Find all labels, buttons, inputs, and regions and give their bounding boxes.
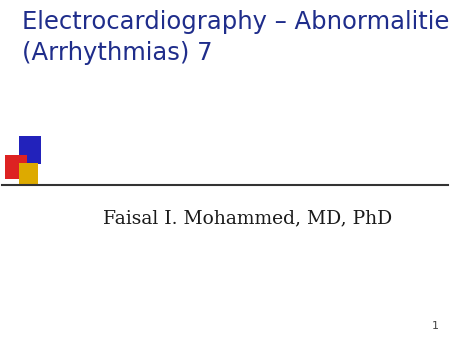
Bar [19, 136, 40, 164]
Bar [4, 155, 27, 179]
Bar [19, 163, 38, 184]
Text: Faisal I. Mohammed, MD, PhD: Faisal I. Mohammed, MD, PhD [103, 210, 392, 227]
Text: 1: 1 [432, 321, 439, 331]
Text: Electrocardiography – Abnormalities
(Arrhythmias) 7: Electrocardiography – Abnormalities (Arr… [22, 10, 450, 65]
